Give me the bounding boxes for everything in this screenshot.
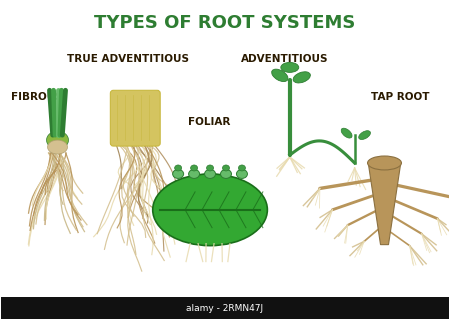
Bar bbox=[1, 297, 449, 319]
Polygon shape bbox=[369, 165, 400, 244]
Ellipse shape bbox=[341, 128, 352, 138]
Ellipse shape bbox=[175, 165, 182, 171]
Text: TRUE ADVENTITIOUS: TRUE ADVENTITIOUS bbox=[68, 54, 189, 64]
FancyBboxPatch shape bbox=[110, 90, 160, 146]
Ellipse shape bbox=[293, 72, 310, 83]
Text: ADVENTITIOUS: ADVENTITIOUS bbox=[241, 54, 328, 64]
Ellipse shape bbox=[46, 131, 68, 149]
Ellipse shape bbox=[207, 165, 214, 171]
Ellipse shape bbox=[191, 165, 198, 171]
Ellipse shape bbox=[238, 165, 245, 171]
Ellipse shape bbox=[236, 170, 248, 179]
Ellipse shape bbox=[220, 170, 231, 179]
Text: FOLIAR: FOLIAR bbox=[188, 117, 230, 127]
Ellipse shape bbox=[205, 170, 216, 179]
Ellipse shape bbox=[48, 140, 68, 154]
Ellipse shape bbox=[173, 170, 184, 179]
Ellipse shape bbox=[281, 62, 299, 72]
Text: FIBROUS: FIBROUS bbox=[11, 92, 63, 102]
Ellipse shape bbox=[359, 131, 370, 140]
Ellipse shape bbox=[368, 156, 401, 170]
Ellipse shape bbox=[153, 174, 267, 246]
Ellipse shape bbox=[272, 69, 288, 82]
Ellipse shape bbox=[222, 165, 230, 171]
Ellipse shape bbox=[189, 170, 200, 179]
Text: alamy - 2RMN47J: alamy - 2RMN47J bbox=[186, 304, 264, 313]
Text: TAP ROOT: TAP ROOT bbox=[371, 92, 430, 102]
Text: TYPES OF ROOT SYSTEMS: TYPES OF ROOT SYSTEMS bbox=[94, 13, 356, 32]
